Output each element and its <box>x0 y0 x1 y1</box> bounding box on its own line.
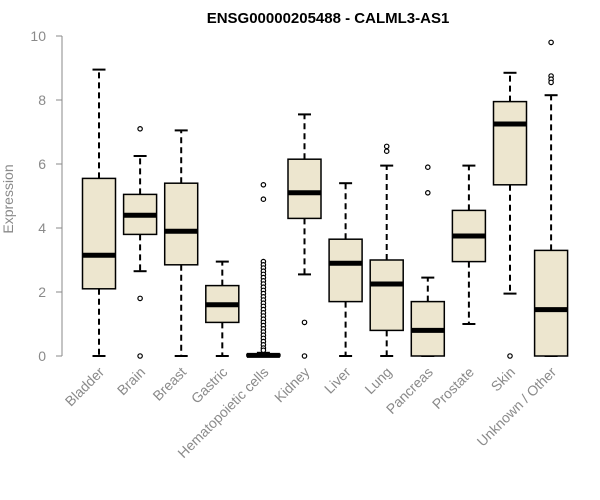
outlier-point <box>548 79 554 86</box>
box-skin <box>492 71 528 359</box>
outlier-point <box>301 353 308 359</box>
category-label: Prostate <box>429 364 477 412</box>
y-tick-label: 10 <box>30 28 46 44</box>
y-tick-label: 6 <box>38 156 46 172</box>
outlier-point <box>137 295 143 302</box>
category-label: Breast <box>149 364 189 404</box>
box-pancreas <box>410 164 446 357</box>
y-tick-label: 4 <box>38 220 46 236</box>
iqr-box <box>492 100 528 186</box>
box-prostate <box>451 164 487 325</box>
iqr-box <box>163 182 199 266</box>
outlier-point <box>137 126 143 132</box>
outlier-point <box>260 347 267 354</box>
iqr-box <box>369 259 404 332</box>
outlier-point <box>137 353 143 359</box>
y-axis-label: Expression <box>0 164 16 233</box>
iqr-box <box>81 177 117 290</box>
y-tick-label: 0 <box>38 348 46 364</box>
iqr-box <box>533 249 569 357</box>
chart-title: ENSG00000205488 - CALML3-AS1 <box>207 10 450 27</box>
outlier-point <box>548 39 554 46</box>
outlier-point <box>260 196 267 203</box>
box-gastric <box>205 260 240 357</box>
iqr-box <box>287 158 322 220</box>
category-label: Liver <box>321 364 354 397</box>
boxes-layer <box>81 39 569 359</box>
box-unknown-other <box>533 39 569 357</box>
y-tick-label: 8 <box>38 92 46 108</box>
box-liver <box>328 182 363 357</box>
category-label: Skin <box>488 364 519 395</box>
box-breast <box>163 129 199 357</box>
box-lung <box>369 143 404 357</box>
outlier-point <box>507 353 513 359</box>
outlier-point <box>260 182 267 188</box>
iqr-box <box>328 238 363 303</box>
outlier-point <box>424 164 431 171</box>
box-bladder <box>81 68 117 357</box>
box-hematopoietic-cells <box>246 182 281 358</box>
outlier-point <box>383 148 390 155</box>
outlier-point <box>383 143 390 150</box>
category-label: Brain <box>114 364 148 398</box>
category-label: Lung <box>361 364 394 397</box>
box-brain <box>122 126 158 359</box>
category-label: Bladder <box>62 364 108 410</box>
outlier-point <box>301 319 308 326</box>
outlier-point <box>424 190 431 196</box>
box-kidney <box>287 113 322 359</box>
category-label: Kidney <box>271 364 313 406</box>
y-axis-ticks: 0 2 4 6 8 10 <box>30 28 62 364</box>
y-tick-label: 2 <box>38 284 46 300</box>
